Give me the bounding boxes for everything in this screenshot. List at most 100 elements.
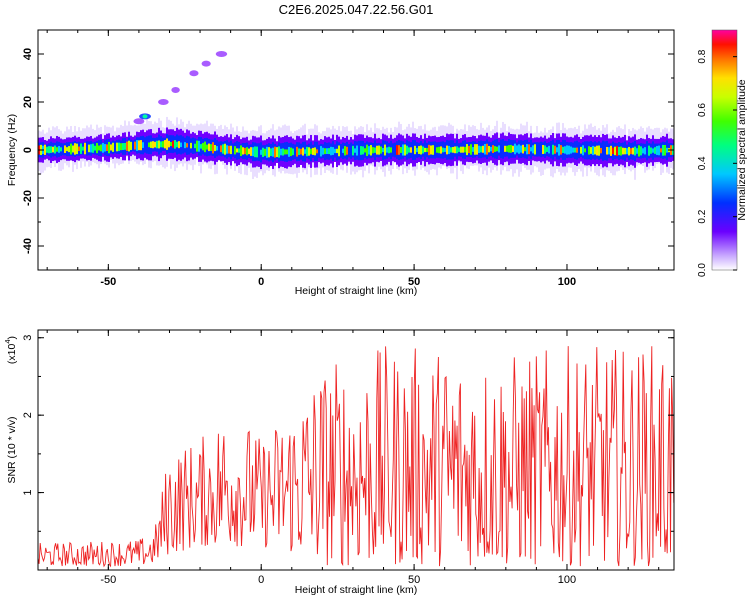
heat-hotspot [282,148,284,156]
heat-hotspot [182,141,184,148]
heat-hotspot [338,145,340,157]
heat-hotspot [170,141,172,147]
heat-hotspot [128,140,130,152]
heat-hotspot [244,147,246,155]
heat-hotspot [198,140,200,152]
heat-hotspot [656,145,658,155]
heat-hotspot [412,144,414,156]
snr-xtick-label: -50 [100,574,116,586]
heat-hotspot [206,144,208,150]
heat-hotspot [440,146,442,154]
heat-hotspot [256,146,258,158]
heat-hotspot [46,146,48,153]
heat-hotspot [536,144,538,155]
heat-hotspot [518,144,520,154]
spectrogram-ytick-label: -40 [22,238,34,254]
heat-hotspot [492,145,494,153]
heat-hotspot [362,146,364,155]
heat-hotspot [392,144,394,156]
heat-hotspot [614,146,616,156]
heat-hotspot [60,147,62,152]
heat-hotspot [620,146,622,156]
heat-hotspot [460,146,462,153]
heat-hotspot [568,145,570,155]
heat-hotspot [562,146,564,154]
heat-hotspot [304,149,306,154]
heat-hotspot [254,146,256,158]
heat-hotspot [238,148,240,153]
heat-hotspot [70,143,72,155]
heat-hotspot [364,148,366,153]
heat-hotspot [626,148,628,155]
heat-hotspot [564,146,566,154]
heat-hotspot [544,145,546,154]
heat-hotspot [328,148,330,155]
heat-hotspot [116,142,118,152]
heat-hotspot [148,142,150,148]
heat-hotspot [314,147,316,156]
heat-hotspot [482,145,484,153]
heat-hotspot [122,143,124,150]
heat-hotspot [456,146,458,154]
heat-hotspot [624,147,626,155]
heat-hotspot [548,145,550,154]
heat-hotspot [414,145,416,155]
spectrogram-xtick-label: -50 [100,276,116,288]
heat-hotspot [50,146,52,154]
heat-hotspot [190,142,192,149]
heat-hotspot [368,146,370,155]
heat-hotspot [354,148,356,153]
heat-hotspot [494,146,496,152]
heat-hotspot [646,145,648,157]
heat-hotspot [270,148,272,157]
heat-hotspot [530,147,532,152]
heat-hotspot [112,142,114,152]
heat-hotspot [498,145,500,153]
heat-hotspot [334,148,336,154]
heat-hotspot [186,143,188,148]
heat-hotspot [434,144,436,156]
heat-hotspot [84,142,86,155]
heat-hotspot [234,146,236,155]
heat-hotspot [552,144,554,155]
heat-hotspot [538,145,540,154]
heat-hotspot [638,145,640,157]
heat-hotspot [502,146,504,152]
heat-hotspot [560,145,562,155]
heat-hotspot [264,148,266,156]
heat-hotspot [136,140,138,151]
heat-hotspot [574,147,576,153]
snr-ytick-label: 1 [22,490,34,496]
heat-hotspot [474,144,476,155]
heat-hotspot [654,147,656,154]
colorbar: 0.0 0.2 0.4 0.6 0.8 Normalized spectral ampl… [697,29,748,277]
heat-hotspot [472,147,474,152]
heat-hotspot [152,141,154,149]
heat-hotspot [366,144,368,157]
heat-hotspot [118,142,120,152]
heat-hotspot [370,145,372,156]
heat-hotspot [102,142,104,153]
heat-hotspot [172,140,174,148]
heat-hotspot [212,142,214,154]
heat-hotspot [220,145,222,153]
heat-hotspot [204,141,206,153]
heat-hotspot [280,148,282,156]
heat-hotspot [534,144,536,155]
heat-hotspot [470,144,472,155]
snr-series [38,346,674,568]
snr-frame [37,329,675,571]
heat-hotspot [274,146,276,158]
heat-hotspot [324,148,326,155]
colorbar-tick-label: 0.8 [697,49,708,63]
heat-hotspot [376,145,378,155]
heat-hotspot [142,142,144,148]
spectrogram-ylabel: Frequency (Hz) [6,114,18,186]
heat-hotspot [302,147,304,156]
heat-hotspot [98,145,100,151]
colorbar-tick-label: 0.0 [697,263,708,277]
colorbar-tick-label: 0.4 [697,156,708,170]
heat-hotspot [114,144,116,150]
heat-hotspot [520,145,522,153]
heat-hotspot [74,143,76,155]
